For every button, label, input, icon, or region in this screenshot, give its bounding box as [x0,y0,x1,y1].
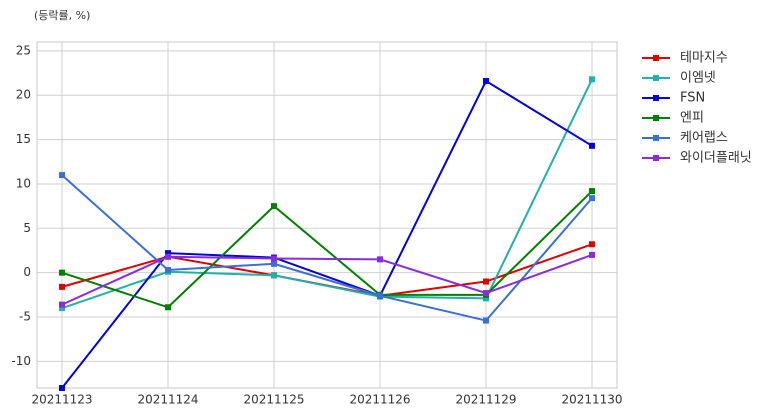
series-line [61,79,593,389]
legend-marker [653,155,659,161]
legend-marker [653,55,659,61]
x-tick-label: 20211126 [349,393,410,407]
point [589,188,595,195]
legend-label: 이엠넷 [680,71,716,86]
point [377,292,383,299]
y-tick-label: 25 [16,43,31,57]
series-line [61,253,593,306]
unit-label: (등락률, %) [34,9,90,22]
legend-marker [653,115,659,121]
y-tick-label: 0 [23,265,31,279]
series-line [61,190,593,309]
point [59,269,65,276]
legend-marker [653,135,659,141]
y-tick-label: 10 [16,176,31,190]
y-tick-label: -5 [19,310,31,324]
point [589,241,595,248]
x-tick-label: 20211130 [561,393,622,407]
legend-marker [653,95,659,101]
point [271,260,277,267]
point [589,76,595,83]
point [483,78,489,85]
series-line [61,78,593,310]
y-tick-label: -10 [11,354,31,368]
point [59,305,65,312]
point [483,317,489,324]
x-tick-label: 20211125 [243,393,304,407]
point [271,203,277,210]
y-tick-label: 5 [23,221,31,235]
plot-border [36,41,618,389]
point [271,255,277,262]
point [589,251,595,258]
x-tick-label: 20211123 [31,393,92,407]
point [483,290,489,297]
point [59,301,65,308]
legend-label: 와이더플래닛 [680,151,752,166]
legend-label: 엔피 [680,111,704,126]
point [165,267,171,274]
point [589,195,595,202]
legend-label: FSN [680,91,705,106]
series-line [61,174,593,322]
y-tick-label: 20 [16,88,31,102]
point [165,253,171,260]
point [271,272,277,279]
point [165,304,171,311]
point [165,250,171,257]
point [589,142,595,149]
x-tick-label: 20211129 [455,393,516,407]
legend-label: 케어랩스 [680,131,728,146]
legend-label: 테마지수 [680,51,728,66]
legend-marker [653,75,659,81]
y-tick-label: 15 [16,132,31,146]
point [59,385,65,391]
point [59,172,65,179]
point [59,283,65,290]
point [483,278,489,285]
point [377,256,383,263]
x-tick-label: 20211124 [137,393,198,407]
point [483,295,489,302]
